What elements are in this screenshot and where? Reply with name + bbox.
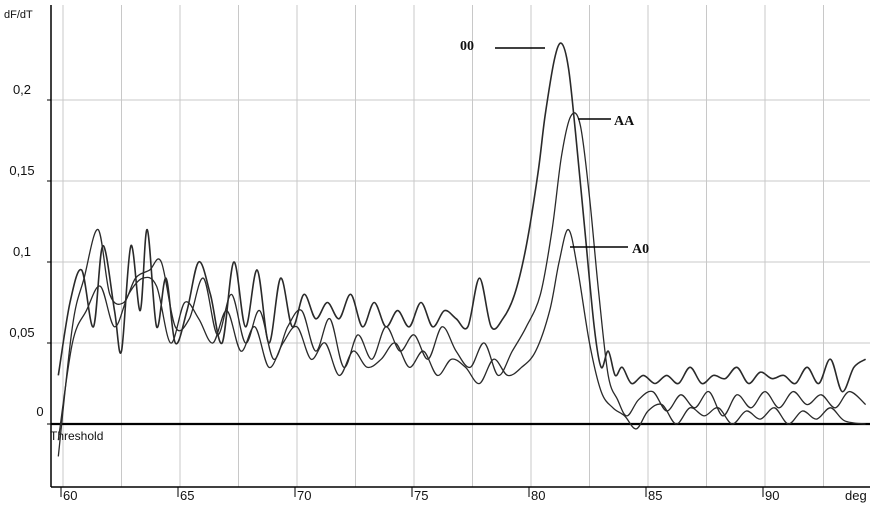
x-tick-label: 85 xyxy=(648,488,662,503)
annotation-group: 00 AA A0 xyxy=(460,39,649,257)
x-tick-label: 65 xyxy=(180,488,194,503)
x-tick-label: 75 xyxy=(414,488,428,503)
axes: dF/dT 0 0,05 0,1 0,15 0,2 60 65 70 75 80 85 90 deg Thr… xyxy=(4,5,870,503)
series-label-a0: A0 xyxy=(632,242,649,257)
x-axis-label: deg xyxy=(845,488,867,503)
x-tick-label: 60 xyxy=(63,488,77,503)
series-label-00: 00 xyxy=(460,39,474,54)
y-tick-label: 0,2 xyxy=(13,82,31,97)
y-tick-label: 0,1 xyxy=(13,244,31,259)
series-group xyxy=(57,42,867,457)
series-line-aa xyxy=(57,112,867,457)
series-line-a0 xyxy=(57,228,866,441)
y-tick-label: 0 xyxy=(36,404,43,419)
threshold-label: Threshold xyxy=(50,429,103,443)
y-tick-label: 0,15 xyxy=(9,163,34,178)
y-axis-label: dF/dT xyxy=(4,9,33,21)
x-tick-label: 70 xyxy=(297,488,311,503)
series-label-aa: AA xyxy=(614,114,635,129)
series-line-00 xyxy=(57,42,867,393)
x-tick-label: 80 xyxy=(531,488,545,503)
y-tick-label: 0,05 xyxy=(9,325,34,340)
x-tick-label: 90 xyxy=(765,488,779,503)
grid xyxy=(51,5,870,487)
